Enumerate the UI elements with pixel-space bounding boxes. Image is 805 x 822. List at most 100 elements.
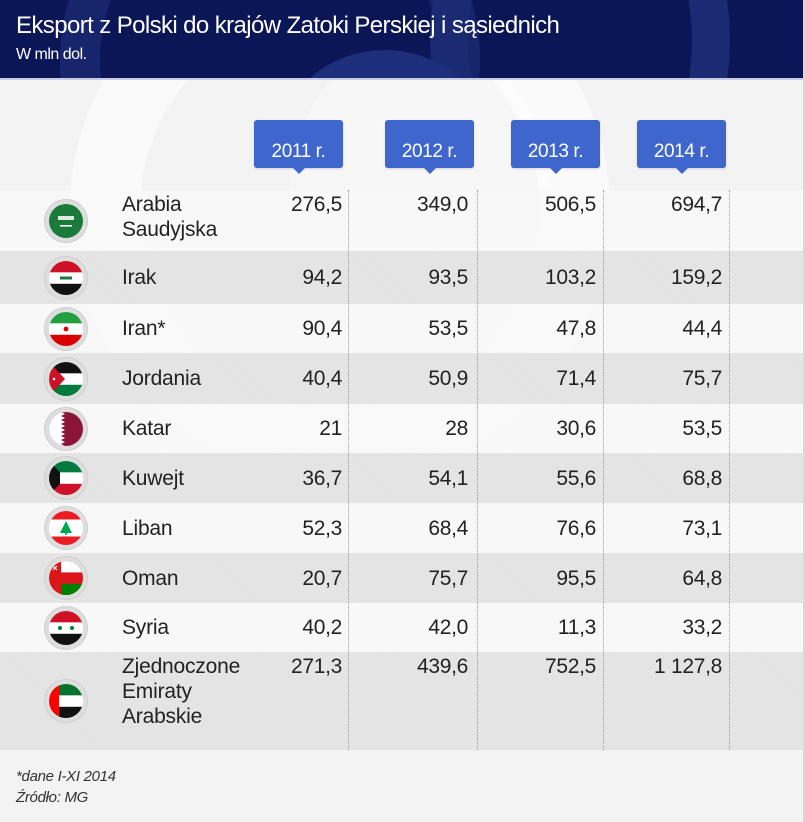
footnote: *dane I-XI 2014 [16, 768, 116, 785]
saudi-arabia-flag-icon [49, 204, 83, 238]
column-header-2012: 2012 r. [385, 120, 474, 174]
flag-badge [44, 679, 88, 723]
value-cell-2014: 64,8 [682, 567, 722, 590]
table-row: Syria 40,2 42,0 11,3 33,2 [0, 603, 803, 652]
value-cell-2011: 40,2 [302, 616, 342, 639]
country-name-line: Jordania [122, 367, 201, 390]
column-divider [348, 190, 349, 750]
value-cell-2013: 752,5 [544, 655, 596, 678]
value-cell-2012: 93,5 [428, 266, 468, 289]
column-header-2011: 2011 r. [254, 120, 343, 174]
value-cell-2012: 54,1 [428, 467, 468, 490]
country-name: Kuwejt [122, 466, 184, 491]
chart-title: Eksport z Polski do krajów Zatoki Perski… [16, 12, 560, 39]
country-name: Liban [122, 516, 173, 541]
country-name-line: Arabia [122, 193, 182, 216]
country-name-line: Katar [122, 417, 172, 440]
value-cell-2013: 506,5 [544, 193, 596, 216]
value-cell-2014: 73,1 [682, 517, 722, 540]
value-cell-2014: 159,2 [670, 266, 722, 289]
country-name: Jordania [122, 366, 201, 391]
flag-badge [44, 606, 88, 650]
table-row: Zjednoczone Emiraty Arabskie 271,3 439,6 752,… [0, 652, 803, 750]
header-watermark [430, 0, 730, 78]
iran-flag-icon [49, 312, 83, 346]
value-cell-2011: 52,3 [302, 517, 342, 540]
country-name-line: Arabskie [122, 705, 203, 728]
oman-flag-icon [49, 561, 83, 595]
value-cell-2013: 71,4 [556, 367, 596, 390]
value-cell-2013: 11,3 [557, 616, 596, 639]
country-name: Oman [122, 566, 179, 591]
value-cell-2012: 42,0 [428, 616, 468, 639]
value-cell-2014: 694,7 [670, 193, 722, 216]
value-cell-2014: 53,5 [682, 417, 722, 440]
table-row: Iran* 90,4 53,5 47,8 44,4 [0, 304, 803, 353]
flag-badge [44, 456, 88, 500]
country-name: Arabia Saudyjska [122, 192, 217, 242]
country-name: Zjednoczone Emiraty Arabskie [122, 654, 240, 729]
value-cell-2013: 30,6 [556, 417, 596, 440]
value-cell-2011: 36,7 [302, 467, 342, 490]
country-name-line: Syria [122, 616, 169, 639]
value-cell-2011: 94,2 [302, 266, 342, 289]
table-row: Kuwejt 36,7 54,1 55,6 68,8 [0, 453, 803, 503]
header-banner: Eksport z Polski do krajów Zatoki Perski… [0, 0, 803, 80]
source-note: Źródło: MG [16, 789, 89, 806]
value-cell-2011: 21 [319, 417, 342, 440]
country-name-line: Irak [122, 266, 157, 289]
value-cell-2011: 276,5 [290, 193, 342, 216]
qatar-flag-icon [49, 412, 83, 446]
value-cell-2011: 40,4 [302, 367, 342, 390]
country-name-line: Kuwejt [122, 467, 184, 490]
value-cell-2014: 75,7 [682, 367, 722, 390]
country-name-line: Oman [122, 567, 179, 590]
syria-flag-icon [49, 611, 83, 645]
table-row: Liban 52,3 68,4 76,6 73,1 [0, 503, 803, 553]
column-divider [729, 190, 730, 750]
column-header-2014: 2014 r. [637, 120, 726, 174]
country-name: Syria [122, 615, 169, 640]
country-name: Iran* [122, 316, 166, 341]
column-divider [477, 190, 478, 750]
country-name: Irak [122, 265, 156, 290]
value-cell-2013: 103,2 [544, 266, 596, 289]
value-cell-2014: 68,8 [682, 467, 722, 490]
country-name: Katar [122, 416, 171, 441]
flag-badge [44, 256, 88, 300]
value-cell-2012: 349,0 [416, 193, 468, 216]
value-cell-2012: 439,6 [416, 655, 468, 678]
value-cell-2011: 271,3 [290, 655, 342, 678]
value-cell-2012: 68,4 [428, 517, 468, 540]
country-name-line: Iran* [122, 317, 166, 340]
flag-badge [44, 506, 88, 550]
flag-badge [44, 199, 88, 243]
table-row: Irak 94,2 93,5 103,2 159,2 [0, 251, 803, 304]
value-cell-2014: 44,4 [682, 317, 722, 340]
flag-badge [44, 556, 88, 600]
column-divider [603, 190, 604, 750]
uae-flag-icon [49, 684, 83, 718]
jordan-flag-icon [49, 362, 83, 396]
flag-badge [44, 307, 88, 351]
flag-badge [44, 357, 88, 401]
value-cell-2011: 90,4 [302, 317, 342, 340]
value-cell-2012: 28 [445, 417, 468, 440]
kuwait-flag-icon [49, 461, 83, 495]
value-cell-2013: 47,8 [556, 317, 596, 340]
country-name-line: Saudyjska [122, 218, 218, 241]
table-row: Oman 20,7 75,7 95,5 64,8 [0, 553, 803, 603]
country-name-line: Emiraty [122, 680, 192, 703]
chart-subtitle: W mln dol. [16, 46, 87, 63]
value-cell-2011: 20,7 [302, 567, 342, 590]
value-cell-2013: 95,5 [556, 567, 596, 590]
iraq-flag-icon [49, 261, 83, 295]
country-name-line: Zjednoczone [122, 655, 241, 678]
value-cell-2014: 1 127,8 [654, 655, 722, 678]
value-cell-2012: 53,5 [428, 317, 468, 340]
table-row: Arabia Saudyjska 276,5 349,0 506,5 694,7 [0, 190, 803, 251]
value-cell-2013: 55,6 [556, 467, 596, 490]
value-cell-2014: 33,2 [682, 616, 722, 639]
lebanon-flag-icon [49, 511, 83, 545]
